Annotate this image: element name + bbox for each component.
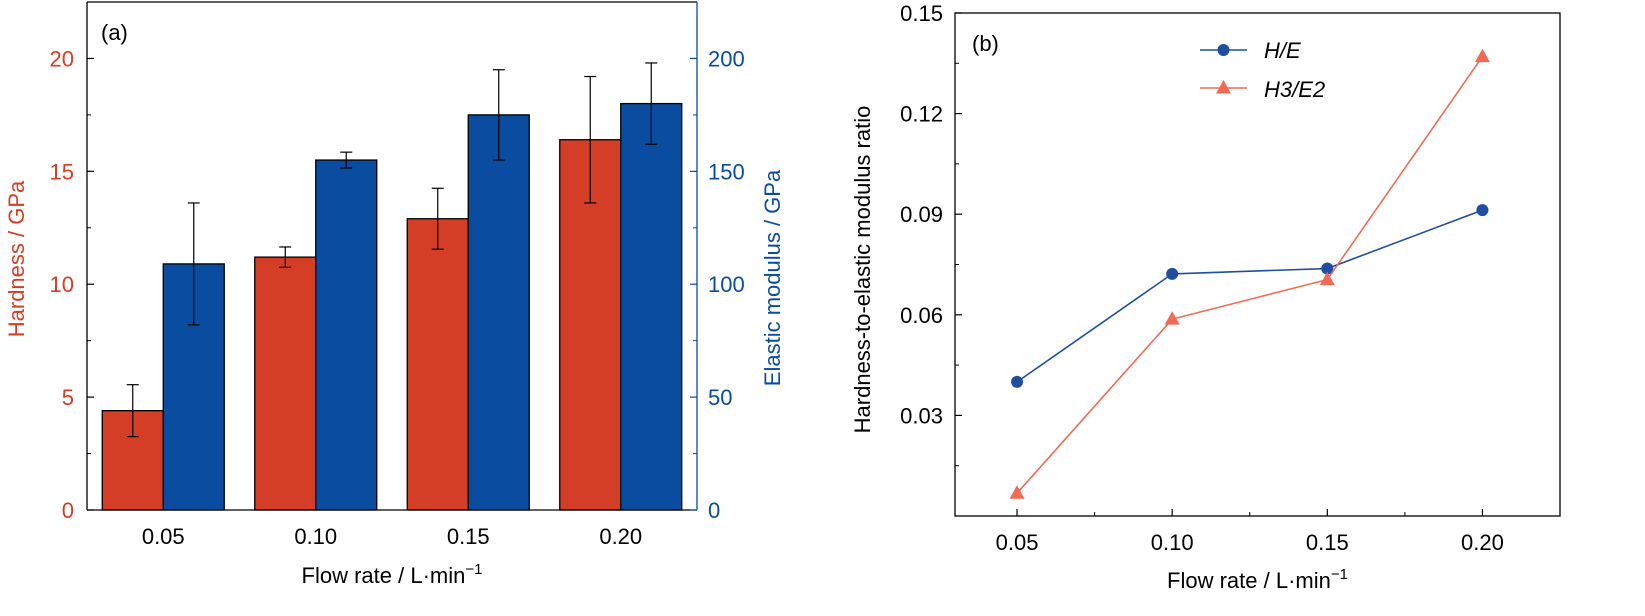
x-axis-label-superscript: −1 <box>1331 566 1348 583</box>
series-line-h3-over-e2 <box>1016 56 1484 494</box>
plot-frame <box>954 12 1561 517</box>
right-tick-label: 150 <box>708 159 745 184</box>
panel-label-a: (a) <box>101 20 128 45</box>
y-tick-label: 0.09 <box>900 202 943 227</box>
h3-over-e2-point <box>1474 48 1490 63</box>
left-tick-label: 5 <box>62 385 74 410</box>
x-tick-label: 0.20 <box>1461 530 1504 555</box>
line-chart-panel: 0.030.060.090.120.150.05 0.10 0.15 0.20H/EH… <box>850 1 1561 593</box>
y-tick-label: 0.03 <box>900 403 943 428</box>
x-axis-label-text: Flow rate / L·min <box>1167 568 1331 593</box>
legend-label-h3-over-e2: H3/E2 <box>1264 77 1325 102</box>
y-tick-label: 0.15 <box>900 1 943 26</box>
x-axis-label-superscript: −1 <box>465 561 482 578</box>
left-tick-label: 10 <box>50 272 74 297</box>
left-y-axis-label: Hardness / GPa <box>4 180 29 337</box>
legend: H/E H3/E2 <box>1200 38 1325 102</box>
x-tick-label: 0.05 <box>996 530 1039 555</box>
x-tick-label: 0.10 <box>294 524 337 549</box>
h-over-e-point <box>1321 262 1334 275</box>
x-axis-label: Flow rate / L·min−1 <box>302 561 483 588</box>
h3-over-e2-point <box>1164 311 1180 325</box>
y-tick-label: 0.06 <box>900 303 943 328</box>
right-tick-label: 100 <box>708 272 745 297</box>
right-tick-label: 50 <box>708 385 732 410</box>
right-tick-label: 200 <box>708 46 745 71</box>
right-tick-label: 0 <box>708 498 720 523</box>
h-over-e-point <box>1166 267 1179 280</box>
left-tick-label: 15 <box>50 159 74 184</box>
legend-label-h-over-e-text: H/E <box>1264 38 1301 63</box>
right-y-axis-label: Elastic modulus / GPa <box>760 169 785 386</box>
modulus-bar <box>467 114 530 511</box>
h3-over-e2-point <box>1319 271 1335 286</box>
h3-over-e2-point <box>1009 485 1025 499</box>
legend-label-h-over-e: H/E <box>1264 38 1301 63</box>
hardness-bar <box>406 218 469 511</box>
y-axis-label: Hardness-to-elastic modulus ratio <box>850 106 875 434</box>
x-tick-label: 0.20 <box>599 524 642 549</box>
y-tick-label: 0.12 <box>900 102 943 127</box>
legend-marker-h-over-e <box>1217 44 1230 56</box>
left-tick-label: 20 <box>50 46 74 71</box>
series-line-h-over-e <box>1016 209 1483 383</box>
x-tick-label: 0.10 <box>1151 530 1194 555</box>
hardness-bar <box>254 256 317 511</box>
x-tick-label: 0.15 <box>1306 530 1349 555</box>
x-tick-label: 0.05 <box>142 524 185 549</box>
legend-marker-h3-over-e2 <box>1216 80 1231 94</box>
modulus-bar <box>620 102 683 511</box>
modulus-bar <box>315 159 378 511</box>
x-axis-label-text: Flow rate / L·min <box>302 563 466 588</box>
legend-label-h3-over-e2-text: H3/E2 <box>1264 77 1325 102</box>
h-over-e-point <box>1476 204 1489 217</box>
x-axis-label: Flow rate / L·min−1 <box>1167 566 1348 593</box>
panel-label-b: (b) <box>972 31 999 56</box>
x-tick-label: 0.15 <box>447 524 490 549</box>
left-tick-label: 0 <box>62 498 74 523</box>
h-over-e-point <box>1011 375 1024 388</box>
